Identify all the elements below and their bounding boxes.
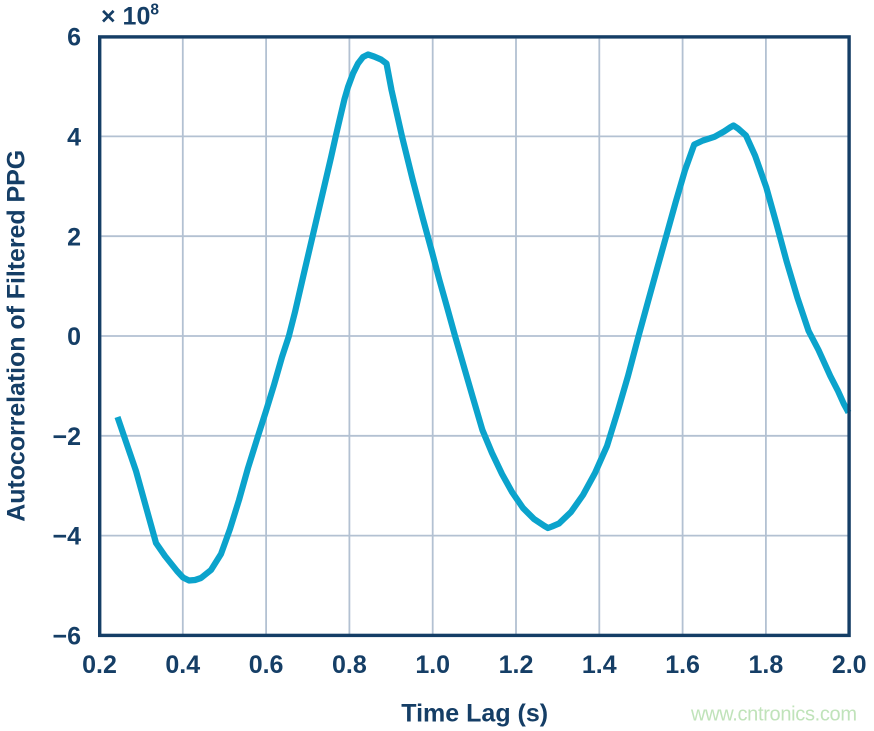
svg-text:1.2: 1.2 [499, 651, 534, 679]
svg-text:0.4: 0.4 [165, 651, 200, 679]
svg-text:0.2: 0.2 [82, 651, 117, 679]
svg-text:1.0: 1.0 [415, 651, 450, 679]
svg-text:2.0: 2.0 [832, 651, 867, 679]
svg-text:× 108: × 108 [101, 2, 159, 31]
svg-text:0.8: 0.8 [332, 651, 367, 679]
svg-text:4: 4 [67, 124, 81, 152]
svg-text:−6: −6 [52, 623, 81, 651]
svg-text:1.4: 1.4 [582, 651, 617, 679]
svg-text:2: 2 [67, 223, 81, 251]
svg-text:1.6: 1.6 [665, 651, 700, 679]
svg-text:6: 6 [67, 24, 81, 52]
svg-text:0: 0 [67, 323, 81, 351]
svg-text:0.6: 0.6 [249, 651, 284, 679]
svg-text:Time Lag (s): Time Lag (s) [401, 700, 548, 728]
svg-text:www.cntronics.com: www.cntronics.com [690, 704, 857, 726]
svg-text:Autocorrelation of Filtered PP: Autocorrelation of Filtered PPG [3, 150, 31, 522]
svg-text:−4: −4 [52, 523, 81, 551]
svg-text:1.8: 1.8 [749, 651, 784, 679]
svg-text:−2: −2 [52, 423, 81, 451]
